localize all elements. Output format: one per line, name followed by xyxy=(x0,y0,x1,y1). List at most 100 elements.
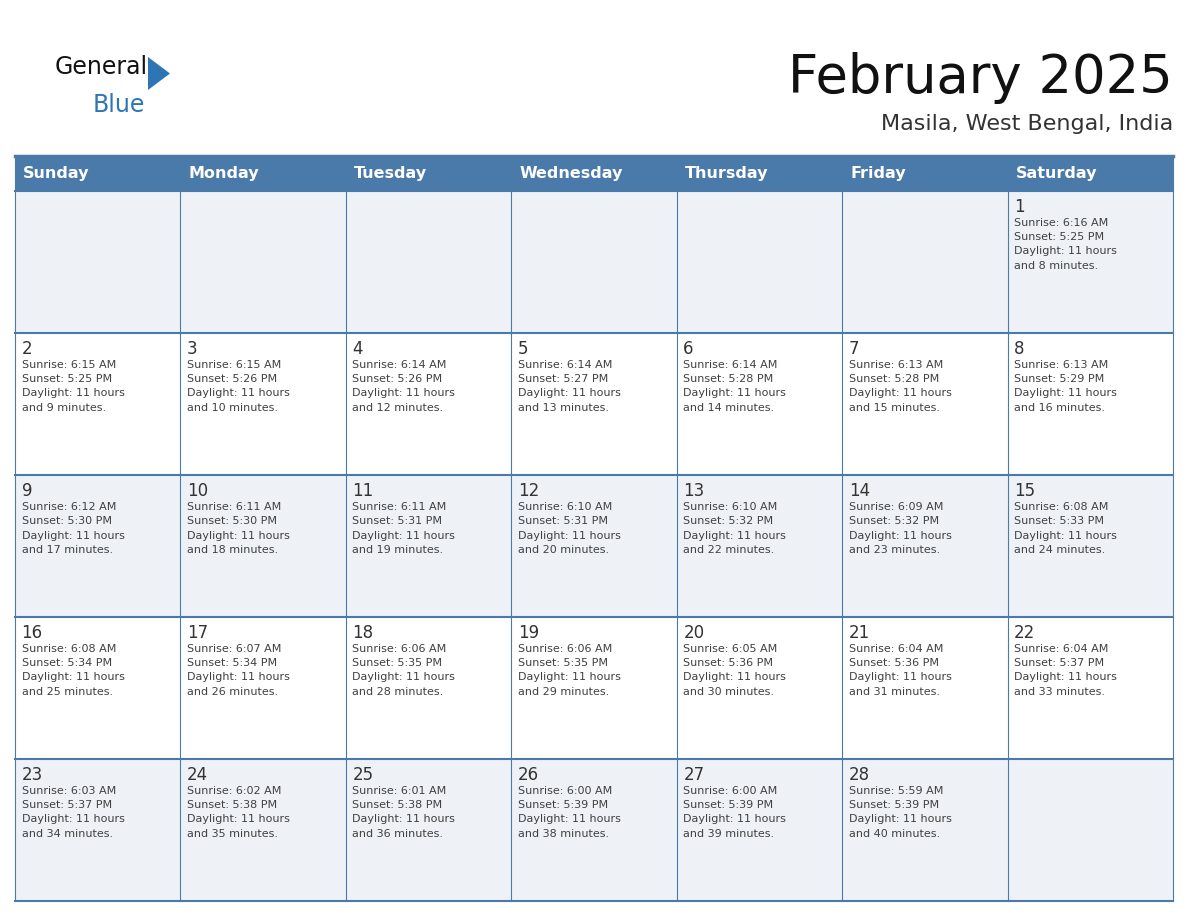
Bar xyxy=(511,759,677,901)
Text: Daylight: 11 hours: Daylight: 11 hours xyxy=(187,531,290,541)
Text: 11: 11 xyxy=(353,482,374,500)
Text: and 34 minutes.: and 34 minutes. xyxy=(21,829,113,839)
Text: Daylight: 11 hours: Daylight: 11 hours xyxy=(518,388,621,398)
Text: Sunset: 5:30 PM: Sunset: 5:30 PM xyxy=(187,516,277,526)
Text: Sunrise: 6:13 AM: Sunrise: 6:13 AM xyxy=(1015,360,1108,370)
Bar xyxy=(677,333,842,475)
Text: 24: 24 xyxy=(187,766,208,784)
Bar xyxy=(677,617,842,759)
Text: Daylight: 11 hours: Daylight: 11 hours xyxy=(21,531,125,541)
Text: Daylight: 11 hours: Daylight: 11 hours xyxy=(1015,388,1117,398)
Text: 4: 4 xyxy=(353,340,364,358)
Text: and 30 minutes.: and 30 minutes. xyxy=(683,687,775,697)
Text: Sunrise: 6:15 AM: Sunrise: 6:15 AM xyxy=(21,360,116,370)
Text: 10: 10 xyxy=(187,482,208,500)
Text: Sunset: 5:26 PM: Sunset: 5:26 PM xyxy=(353,374,443,384)
Bar xyxy=(15,759,181,901)
Text: Daylight: 11 hours: Daylight: 11 hours xyxy=(353,388,455,398)
Text: Sunrise: 6:08 AM: Sunrise: 6:08 AM xyxy=(1015,501,1108,511)
Bar xyxy=(842,156,1007,191)
Text: Sunrise: 6:01 AM: Sunrise: 6:01 AM xyxy=(353,786,447,796)
Text: Sunrise: 6:13 AM: Sunrise: 6:13 AM xyxy=(848,360,943,370)
Text: 28: 28 xyxy=(848,766,870,784)
Text: Daylight: 11 hours: Daylight: 11 hours xyxy=(187,814,290,824)
Bar xyxy=(677,156,842,191)
Text: and 36 minutes.: and 36 minutes. xyxy=(353,829,443,839)
Bar xyxy=(346,156,511,191)
Bar xyxy=(842,759,1007,901)
Text: General: General xyxy=(55,55,148,79)
Text: and 31 minutes.: and 31 minutes. xyxy=(848,687,940,697)
Text: Daylight: 11 hours: Daylight: 11 hours xyxy=(518,531,621,541)
Text: Sunset: 5:35 PM: Sunset: 5:35 PM xyxy=(353,658,442,668)
Text: and 14 minutes.: and 14 minutes. xyxy=(683,403,775,413)
Bar xyxy=(181,617,346,759)
Text: Sunset: 5:38 PM: Sunset: 5:38 PM xyxy=(187,800,277,810)
Bar xyxy=(15,156,181,191)
Text: 26: 26 xyxy=(518,766,539,784)
Text: Daylight: 11 hours: Daylight: 11 hours xyxy=(848,814,952,824)
Bar xyxy=(181,759,346,901)
Text: Sunset: 5:35 PM: Sunset: 5:35 PM xyxy=(518,658,608,668)
Bar xyxy=(842,333,1007,475)
Text: 9: 9 xyxy=(21,482,32,500)
Text: and 23 minutes.: and 23 minutes. xyxy=(848,545,940,555)
Text: Daylight: 11 hours: Daylight: 11 hours xyxy=(683,814,786,824)
Text: Sunrise: 6:14 AM: Sunrise: 6:14 AM xyxy=(683,360,778,370)
Text: Daylight: 11 hours: Daylight: 11 hours xyxy=(353,814,455,824)
Bar xyxy=(842,191,1007,333)
Text: Daylight: 11 hours: Daylight: 11 hours xyxy=(1015,673,1117,682)
Bar xyxy=(346,475,511,617)
Text: Sunrise: 6:04 AM: Sunrise: 6:04 AM xyxy=(1015,644,1108,654)
Text: Monday: Monday xyxy=(189,166,259,181)
Text: and 12 minutes.: and 12 minutes. xyxy=(353,403,443,413)
Text: Sunset: 5:29 PM: Sunset: 5:29 PM xyxy=(1015,374,1105,384)
Text: and 18 minutes.: and 18 minutes. xyxy=(187,545,278,555)
Text: Sunset: 5:25 PM: Sunset: 5:25 PM xyxy=(21,374,112,384)
Text: Sunrise: 6:15 AM: Sunrise: 6:15 AM xyxy=(187,360,282,370)
Text: 27: 27 xyxy=(683,766,704,784)
Text: 21: 21 xyxy=(848,624,870,642)
Text: and 24 minutes.: and 24 minutes. xyxy=(1015,545,1106,555)
Polygon shape xyxy=(148,57,170,90)
Text: Sunset: 5:31 PM: Sunset: 5:31 PM xyxy=(518,516,608,526)
Text: Daylight: 11 hours: Daylight: 11 hours xyxy=(683,388,786,398)
Bar xyxy=(181,191,346,333)
Text: 5: 5 xyxy=(518,340,529,358)
Text: Daylight: 11 hours: Daylight: 11 hours xyxy=(848,531,952,541)
Text: Sunrise: 6:10 AM: Sunrise: 6:10 AM xyxy=(518,501,612,511)
Text: Sunset: 5:37 PM: Sunset: 5:37 PM xyxy=(21,800,112,810)
Bar xyxy=(677,759,842,901)
Text: and 33 minutes.: and 33 minutes. xyxy=(1015,687,1105,697)
Bar xyxy=(842,475,1007,617)
Bar xyxy=(511,191,677,333)
Text: 17: 17 xyxy=(187,624,208,642)
Text: Sunrise: 6:14 AM: Sunrise: 6:14 AM xyxy=(353,360,447,370)
Text: and 20 minutes.: and 20 minutes. xyxy=(518,545,609,555)
Text: 1: 1 xyxy=(1015,198,1025,216)
Text: Sunrise: 6:00 AM: Sunrise: 6:00 AM xyxy=(683,786,778,796)
Bar xyxy=(1007,156,1173,191)
Text: Sunrise: 6:04 AM: Sunrise: 6:04 AM xyxy=(848,644,943,654)
Bar xyxy=(181,156,346,191)
Text: Sunrise: 5:59 AM: Sunrise: 5:59 AM xyxy=(848,786,943,796)
Text: Sunrise: 6:11 AM: Sunrise: 6:11 AM xyxy=(353,501,447,511)
Text: and 38 minutes.: and 38 minutes. xyxy=(518,829,609,839)
Text: Sunrise: 6:06 AM: Sunrise: 6:06 AM xyxy=(518,644,612,654)
Text: 22: 22 xyxy=(1015,624,1036,642)
Text: Sunrise: 6:10 AM: Sunrise: 6:10 AM xyxy=(683,501,778,511)
Text: and 25 minutes.: and 25 minutes. xyxy=(21,687,113,697)
Text: 14: 14 xyxy=(848,482,870,500)
Text: Sunset: 5:33 PM: Sunset: 5:33 PM xyxy=(1015,516,1104,526)
Text: 2: 2 xyxy=(21,340,32,358)
Text: Wednesday: Wednesday xyxy=(519,166,623,181)
Text: Thursday: Thursday xyxy=(685,166,769,181)
Text: Masila, West Bengal, India: Masila, West Bengal, India xyxy=(880,114,1173,134)
Text: Saturday: Saturday xyxy=(1016,166,1098,181)
Text: Sunrise: 6:08 AM: Sunrise: 6:08 AM xyxy=(21,644,116,654)
Text: and 10 minutes.: and 10 minutes. xyxy=(187,403,278,413)
Bar xyxy=(1007,333,1173,475)
Text: Daylight: 11 hours: Daylight: 11 hours xyxy=(187,388,290,398)
Text: Sunset: 5:31 PM: Sunset: 5:31 PM xyxy=(353,516,442,526)
Bar xyxy=(1007,617,1173,759)
